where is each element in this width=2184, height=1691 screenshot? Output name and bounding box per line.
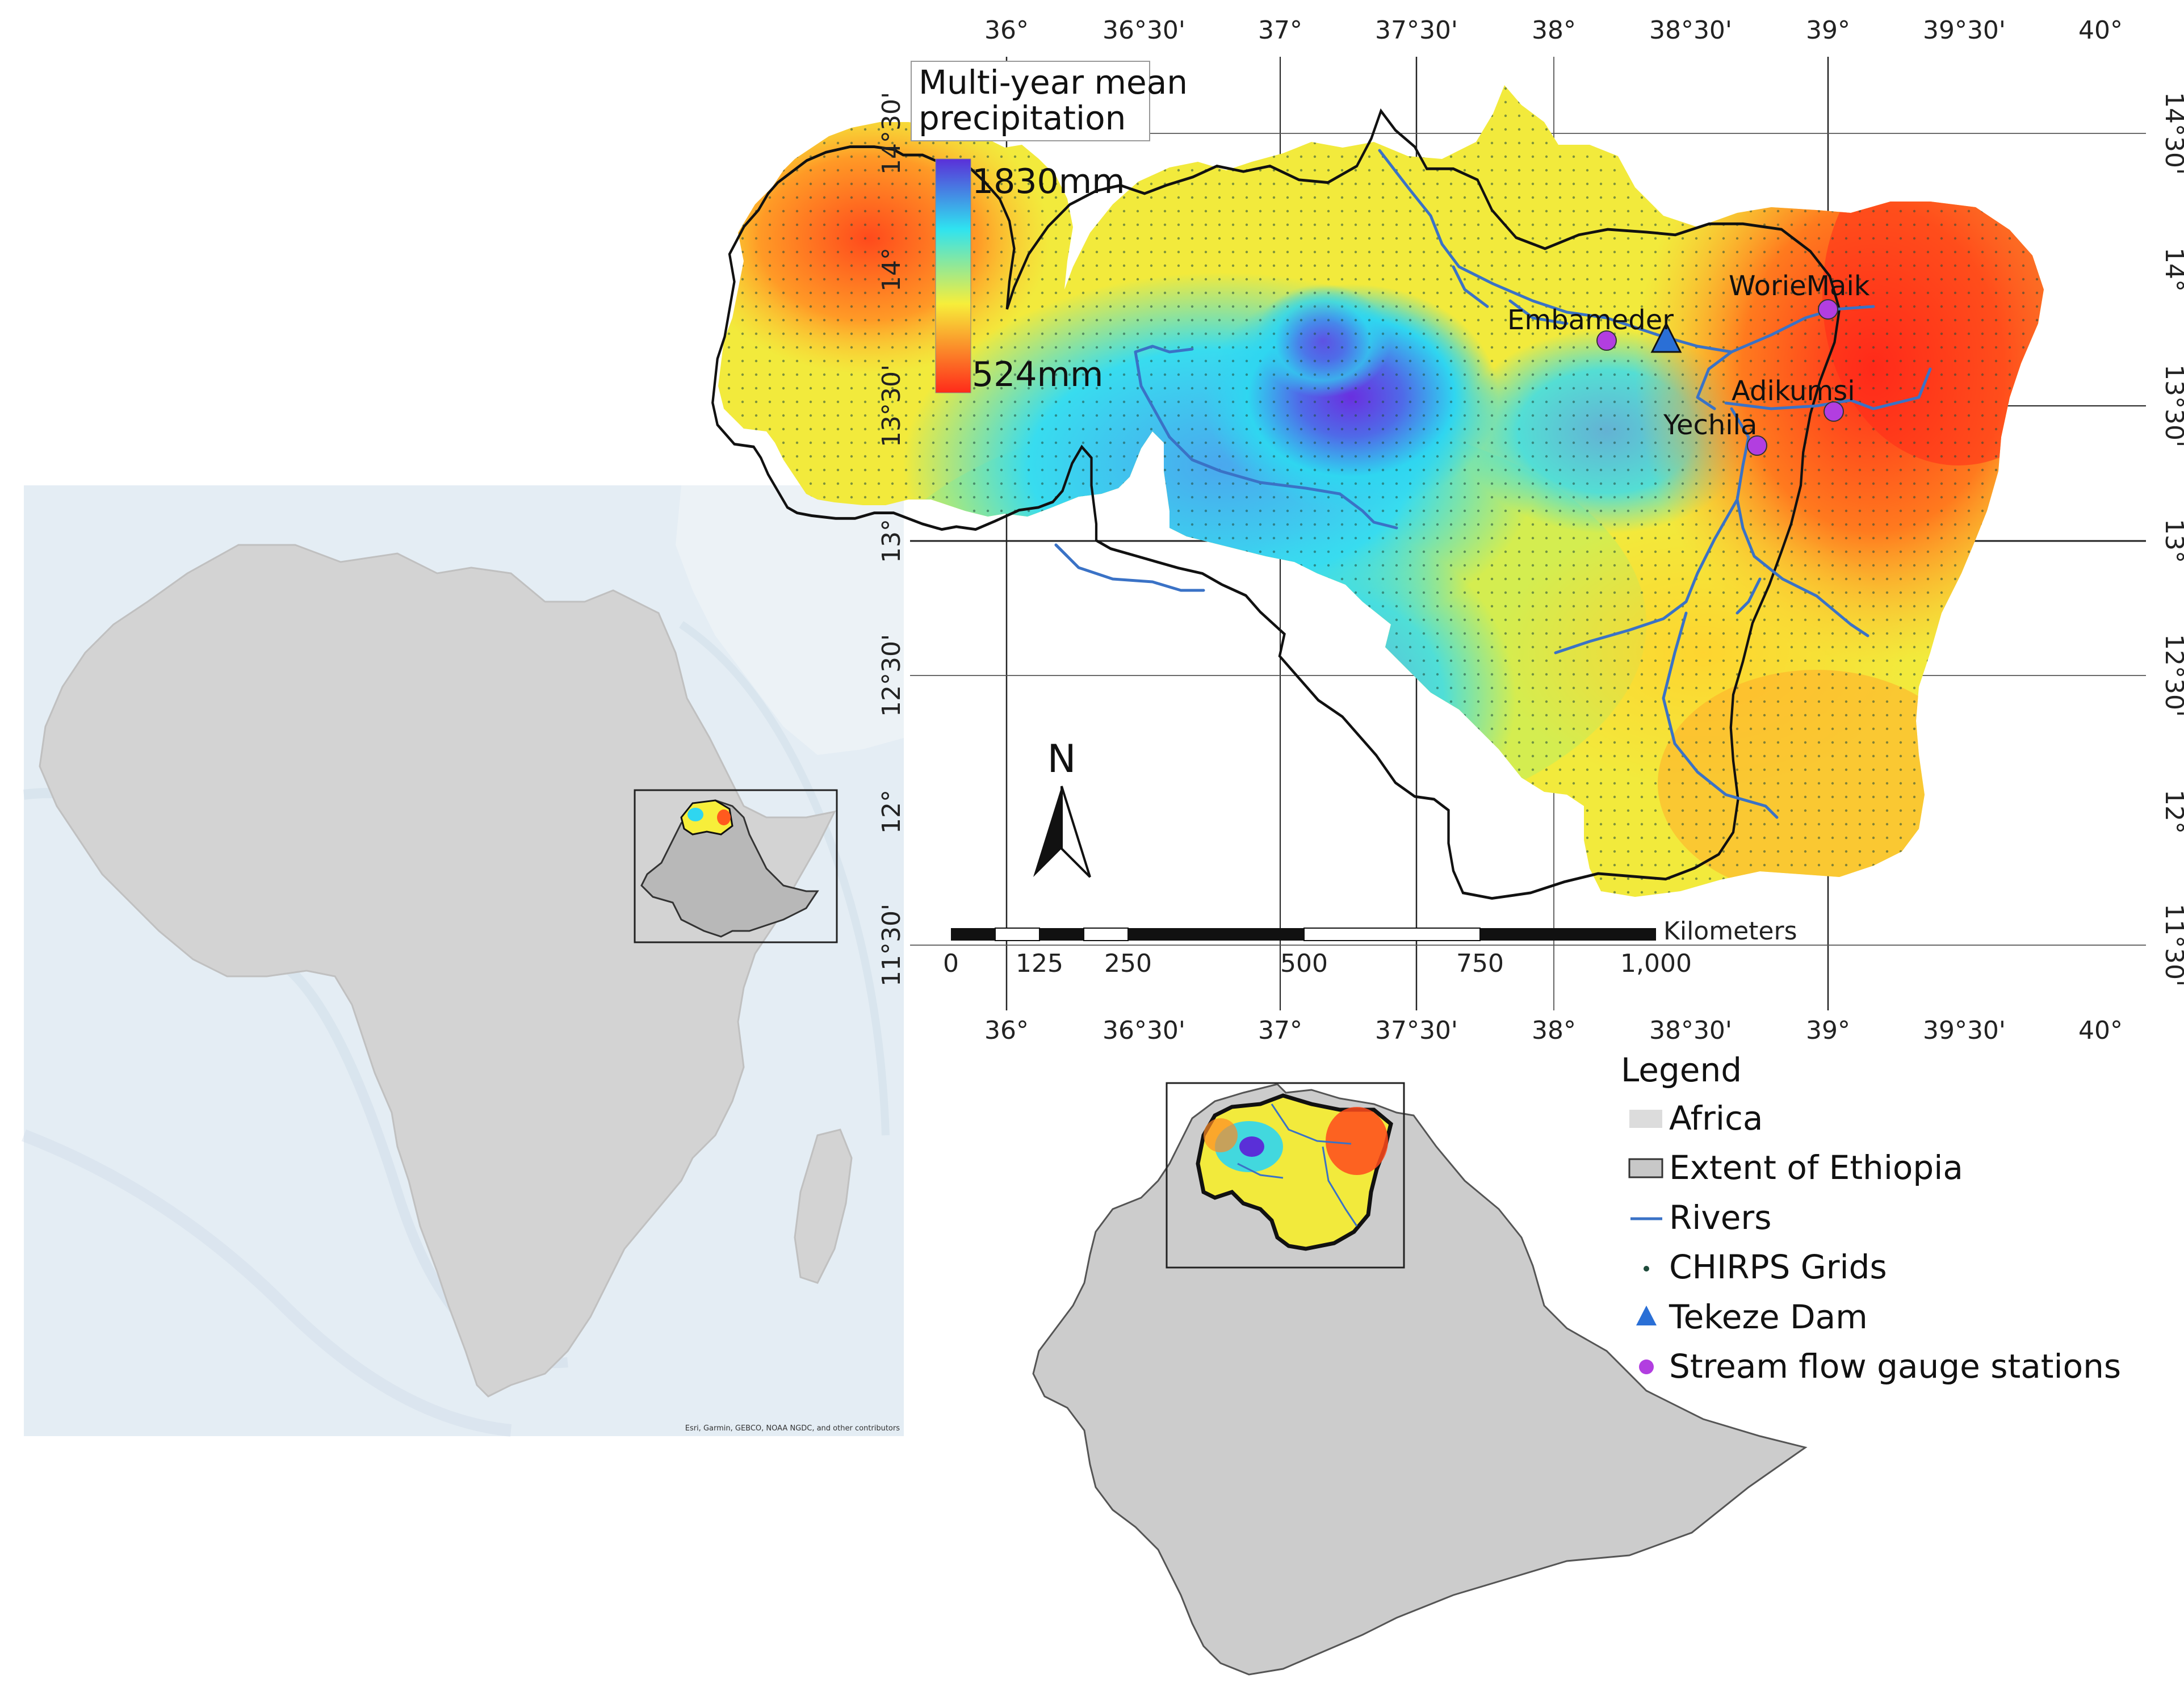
svg-text:Stream flow gauge stations: Stream flow gauge stations <box>1669 1347 2121 1386</box>
ethiopia-inset <box>640 799 819 938</box>
svg-text:Rivers: Rivers <box>1669 1198 1772 1237</box>
svg-text:13°30': 13°30' <box>2160 364 2184 447</box>
scale-bar: Kilometers 0 125 250 500 750 1,000 <box>943 917 1797 978</box>
svg-text:38°: 38° <box>1532 16 1576 45</box>
svg-text:14°30': 14°30' <box>877 92 906 175</box>
precip-legend-title-box <box>911 61 1150 141</box>
svg-text:39°30': 39°30' <box>1923 1016 2006 1045</box>
svg-text:11°30': 11°30' <box>877 904 906 987</box>
svg-text:precipitation: precipitation <box>919 99 1126 137</box>
svg-text:36°: 36° <box>984 1016 1029 1045</box>
svg-text:12°: 12° <box>877 790 906 834</box>
svg-text:12°30': 12°30' <box>877 634 906 717</box>
graticule-labels-bottom: 36° 36°30' 37° 37°30' 38° 38°30' 39° 39°… <box>984 1016 2123 1045</box>
svg-text:125: 125 <box>1016 949 1063 978</box>
svg-text:1,000: 1,000 <box>1620 949 1692 978</box>
station-label: Adikumsi <box>1732 375 1855 407</box>
svg-text:39°: 39° <box>1806 16 1850 45</box>
basemap-credit: Esri, Garmin, GEBCO, NOAA NGDC, and othe… <box>685 1424 900 1433</box>
africa-map: Esri, Garmin, GEBCO, NOAA NGDC, and othe… <box>22 485 904 1437</box>
rivers <box>1054 149 1932 819</box>
svg-text:37°: 37° <box>1258 16 1302 45</box>
svg-text:Africa: Africa <box>1669 1099 1763 1138</box>
station-label: Yechila <box>1663 409 1757 441</box>
svg-text:40°: 40° <box>2078 1016 2123 1045</box>
svg-text:250: 250 <box>1104 949 1152 978</box>
svg-text:38°30': 38°30' <box>1649 16 1732 45</box>
graticule-labels-left: 14°30' 14° 13°30' 13° 12°30' 12° 11°30' <box>877 92 906 987</box>
station-marker <box>1824 401 1844 422</box>
basin-extent-frame <box>1166 1082 1405 1269</box>
north-arrow: N <box>1033 737 1091 878</box>
ethiopia-map <box>1032 1082 1808 1676</box>
precip-max-label: 1830mm <box>972 162 1125 202</box>
precip-min-label: 524mm <box>972 355 1103 395</box>
station-marker <box>1747 435 1767 456</box>
graticule-labels-top: 36° 36°30' 37° 37°30' 38° 38°30' 39° 39°… <box>984 16 2123 45</box>
svg-text:36°30': 36°30' <box>1103 1016 1185 1045</box>
svg-text:12°: 12° <box>2160 790 2184 834</box>
legend-icon-africa <box>1629 1110 1662 1128</box>
svg-text:0: 0 <box>943 949 959 978</box>
basin-map: 36° 36°30' 37° 37°30' 38° 38°30' 39° 39°… <box>711 16 2184 1045</box>
svg-text:38°30': 38°30' <box>1649 1016 1732 1045</box>
svg-text:Tekeze Dam: Tekeze Dam <box>1669 1298 1868 1336</box>
station-marker <box>1818 299 1838 320</box>
north-arrow-label: N <box>1047 737 1076 782</box>
station-label: Embameder <box>1507 304 1674 336</box>
svg-text:40°: 40° <box>2078 16 2123 45</box>
station-marker <box>1596 330 1617 351</box>
legend-icon-dam <box>1636 1306 1657 1325</box>
svg-text:Extent of Ethiopia: Extent of Ethiopia <box>1669 1148 1963 1187</box>
legend-title: Legend <box>1621 1051 1742 1089</box>
legend-icon-ethiopia <box>1628 1158 1663 1178</box>
svg-text:36°30': 36°30' <box>1103 16 1185 45</box>
svg-text:37°30': 37°30' <box>1375 1016 1458 1045</box>
map-legend: Legend Africa Extent of Ethiopia Rivers … <box>1621 1051 2121 1386</box>
graticule-labels-right: 14°30' 14° 13°30' 13° 12°30' 12° 11°30' <box>2160 92 2184 987</box>
madagascar <box>794 1128 853 1284</box>
station-label: WorieMaik <box>1729 270 1870 302</box>
basin-outline <box>711 108 1841 900</box>
svg-text:13°30': 13°30' <box>877 364 906 447</box>
svg-text:37°: 37° <box>1258 1016 1302 1045</box>
svg-text:37°30': 37°30' <box>1375 16 1458 45</box>
legend-icon-chirps <box>1644 1266 1649 1272</box>
precip-color-ramp <box>935 158 971 393</box>
legend-icon-station <box>1639 1359 1654 1374</box>
stream-gauge-stations: Embameder WorieMaik Adikumsi Yechila <box>1507 270 1870 456</box>
svg-text:12°30': 12°30' <box>2160 634 2184 717</box>
svg-text:Kilometers: Kilometers <box>1663 917 1797 946</box>
svg-text:36°: 36° <box>984 16 1029 45</box>
svg-text:750: 750 <box>1456 949 1504 978</box>
africa-landmass <box>39 544 836 1398</box>
svg-text:39°30': 39°30' <box>1923 16 2006 45</box>
svg-text:14°: 14° <box>877 247 906 292</box>
arabian-peninsula <box>676 485 904 755</box>
svg-text:500: 500 <box>1280 949 1328 978</box>
svg-text:14°: 14° <box>2160 247 2184 292</box>
svg-text:13°: 13° <box>877 519 906 563</box>
basin-inset <box>680 799 733 836</box>
svg-text:Multi-year mean: Multi-year mean <box>919 63 1188 102</box>
ethiopia-outline <box>1032 1083 1808 1676</box>
svg-text:39°: 39° <box>1806 1016 1850 1045</box>
svg-text:CHIRPS Grids: CHIRPS Grids <box>1669 1248 1887 1286</box>
svg-text:13°: 13° <box>2160 519 2184 563</box>
ethiopia-extent-frame <box>634 789 838 943</box>
precipitation-legend: Multi-year mean precipitation 1830mm 524… <box>911 61 1188 395</box>
svg-text:14°30': 14°30' <box>2160 92 2184 175</box>
svg-text:38°: 38° <box>1532 1016 1576 1045</box>
svg-text:11°30': 11°30' <box>2160 904 2184 987</box>
tekeze-dam-marker <box>1650 321 1682 353</box>
